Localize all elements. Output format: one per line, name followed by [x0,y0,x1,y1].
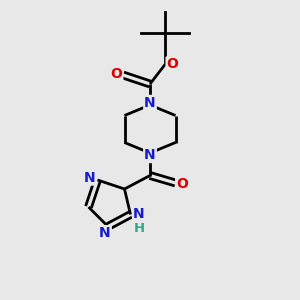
Text: O: O [110,67,122,81]
Text: N: N [144,96,156,110]
Text: N: N [84,171,96,184]
Text: N: N [133,208,145,221]
Text: H: H [134,221,145,235]
Text: O: O [167,58,178,71]
Text: N: N [99,226,111,240]
Text: O: O [176,177,188,190]
Text: N: N [144,148,156,162]
